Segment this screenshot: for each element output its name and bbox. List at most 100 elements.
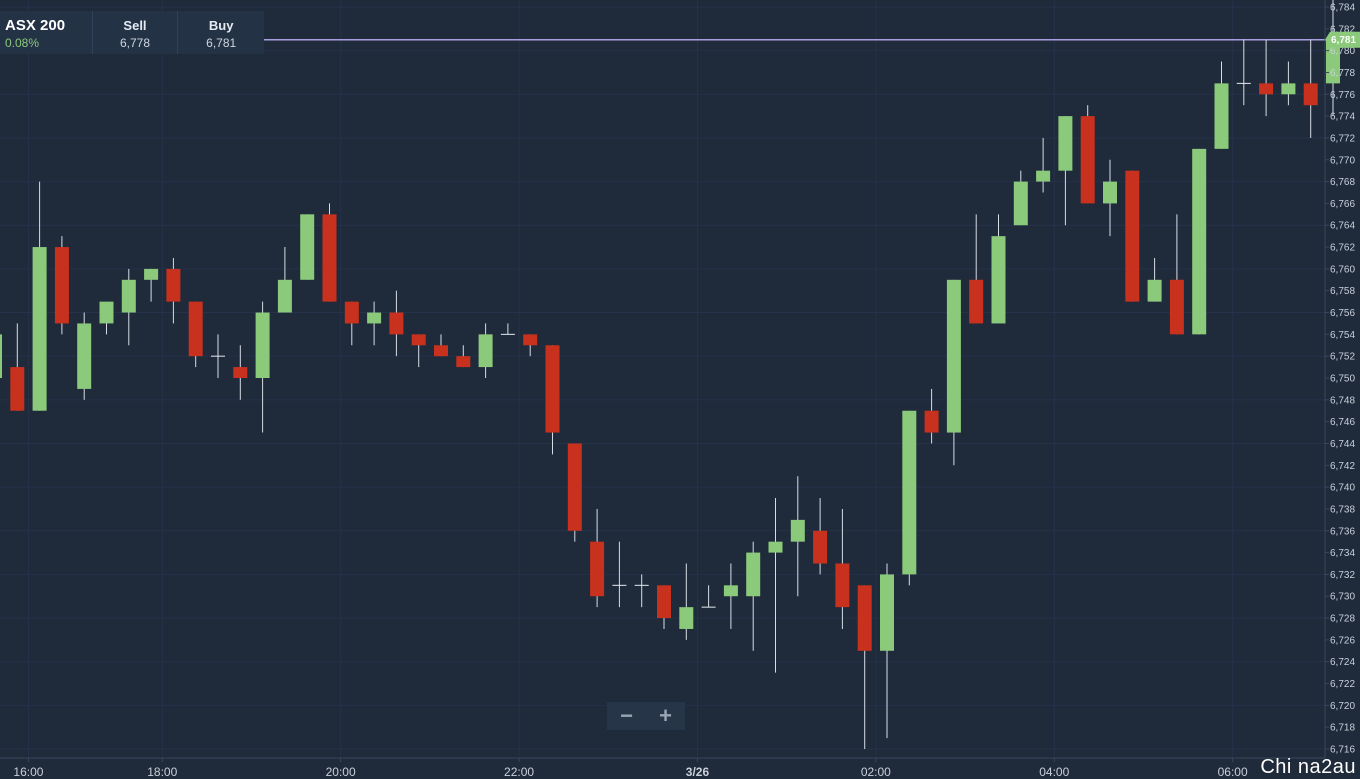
candle xyxy=(322,203,337,302)
instrument-cell[interactable]: ASX 200 0.08% xyxy=(0,11,93,54)
candle-body xyxy=(188,301,203,357)
sell-button[interactable]: Sell 6,778 xyxy=(93,11,179,54)
candle-body xyxy=(344,301,359,324)
zoom-in-button[interactable]: + xyxy=(646,702,685,730)
y-tick-label: 6,774 xyxy=(1330,112,1355,123)
y-tick-label: 6,722 xyxy=(1330,679,1355,690)
candle xyxy=(144,268,159,302)
instrument-change: 0.08% xyxy=(5,36,40,50)
candle xyxy=(1259,39,1274,117)
candle-body xyxy=(456,356,471,368)
candle xyxy=(1326,0,1340,117)
y-tick-label: 6,716 xyxy=(1330,745,1355,756)
candle-body xyxy=(657,585,671,619)
candle xyxy=(54,236,69,335)
chart-grid xyxy=(0,0,1325,758)
y-tick-label: 6,766 xyxy=(1330,199,1355,210)
candle xyxy=(456,345,471,368)
x-tick-label: 04:00 xyxy=(1039,765,1069,779)
candle-body xyxy=(857,585,872,651)
x-tick-label: 22:00 xyxy=(504,765,534,779)
candle xyxy=(1036,137,1051,193)
candle-body xyxy=(813,530,828,564)
candle xyxy=(389,290,404,357)
y-tick-label: 6,740 xyxy=(1330,483,1355,494)
candle xyxy=(1169,214,1184,335)
x-tick-label: 06:00 xyxy=(1218,765,1248,779)
candle xyxy=(679,563,694,640)
candle-body xyxy=(1013,181,1028,226)
candle-body xyxy=(1058,116,1073,171)
candle xyxy=(1214,61,1229,149)
candle-body xyxy=(367,312,382,324)
current-price-tag-layer: 6,781 xyxy=(1325,31,1360,48)
x-tick-label: 20:00 xyxy=(326,765,356,779)
y-tick-label: 6,772 xyxy=(1330,133,1355,144)
candle-body xyxy=(300,214,315,280)
candle-body xyxy=(233,367,248,378)
candle-body xyxy=(902,410,917,575)
current-price-label: 6,781 xyxy=(1331,35,1356,46)
candle xyxy=(1303,39,1318,138)
candle-body xyxy=(32,247,47,411)
candle-body xyxy=(746,552,761,597)
candle xyxy=(77,312,92,400)
candle xyxy=(300,214,315,280)
candle-body xyxy=(0,334,2,378)
y-tick-label: 6,756 xyxy=(1330,308,1355,319)
candle-body xyxy=(1192,148,1207,335)
candle-body xyxy=(1103,181,1117,204)
candle-body xyxy=(590,541,605,597)
x-axis: 16:00 18:00 20:00 22:00 3/26 02:00 04:00 06:00 xyxy=(0,757,1325,779)
candle-body xyxy=(1303,83,1318,106)
y-tick-label: 6,770 xyxy=(1330,155,1355,166)
candle xyxy=(411,334,426,368)
y-tick-label: 6,744 xyxy=(1330,439,1355,450)
candle xyxy=(1281,61,1296,106)
candle xyxy=(121,268,136,346)
candle xyxy=(1080,105,1095,204)
candle-body xyxy=(924,410,939,433)
candle xyxy=(969,214,984,324)
x-tick-label: 16:00 xyxy=(13,765,43,779)
sell-label: Sell xyxy=(123,18,147,33)
minus-icon: − xyxy=(620,703,633,728)
candle xyxy=(367,301,382,346)
candle xyxy=(1125,170,1140,302)
candle-body xyxy=(389,312,404,335)
candle-body xyxy=(1281,83,1296,95)
candle xyxy=(344,301,359,346)
candle xyxy=(188,301,203,368)
sell-price: 6,778 xyxy=(119,36,150,50)
candle xyxy=(500,323,515,335)
zoom-out-button[interactable]: − xyxy=(607,702,646,730)
candle-body xyxy=(99,301,114,324)
candle-body xyxy=(991,236,1006,324)
instrument-name: ASX 200 xyxy=(5,17,66,34)
candle xyxy=(946,279,961,466)
candles-layer xyxy=(0,0,1340,749)
candle xyxy=(10,323,25,411)
candle-body xyxy=(723,585,738,597)
candle-body xyxy=(1169,279,1184,335)
candle-body xyxy=(1214,83,1229,149)
plus-icon: + xyxy=(659,703,672,728)
candle xyxy=(880,563,894,739)
candle-body xyxy=(679,607,694,629)
candle xyxy=(746,541,761,651)
candle xyxy=(634,574,649,608)
y-tick-label: 6,784 xyxy=(1330,3,1355,14)
candle-body xyxy=(322,214,337,302)
candle-body xyxy=(434,345,448,357)
y-tick-label: 6,736 xyxy=(1330,526,1355,537)
y-tick-label: 6,750 xyxy=(1330,374,1355,385)
zoom-controls: − + xyxy=(607,702,685,730)
candle xyxy=(590,508,605,608)
candle xyxy=(924,388,939,444)
buy-button[interactable]: Buy 6,781 xyxy=(178,11,264,54)
candle-body xyxy=(523,334,538,346)
candle-body xyxy=(1036,170,1051,182)
x-tick-label: 02:00 xyxy=(861,765,891,779)
candle xyxy=(567,443,582,542)
